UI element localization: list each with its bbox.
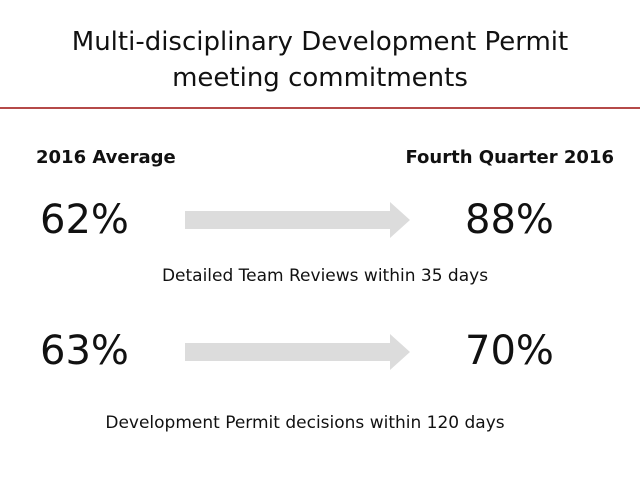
metric-1-after-value: 88%: [465, 197, 554, 243]
slide-title-line-1: Multi-disciplinary Development Permit: [71, 27, 569, 57]
metric-2-before-value: 63%: [40, 328, 129, 374]
slide-title-line-2: meeting commitments: [172, 63, 468, 93]
column-header-2016-average: 2016 Average: [36, 147, 176, 168]
slide-title: Multi-disciplinary Development Permit me…: [0, 24, 640, 96]
metric-1-caption: Detailed Team Reviews within 35 days: [161, 266, 489, 286]
metric-1-before-value: 62%: [40, 197, 129, 243]
column-header-fourth-quarter: Fourth Quarter 2016: [405, 147, 614, 168]
right-arrow-icon: [185, 202, 410, 238]
right-arrow-icon: [185, 334, 410, 370]
metric-2-after-value: 70%: [465, 328, 554, 374]
metric-2-caption: Development Permit decisions within 120 …: [105, 413, 505, 433]
title-divider: [0, 107, 640, 109]
